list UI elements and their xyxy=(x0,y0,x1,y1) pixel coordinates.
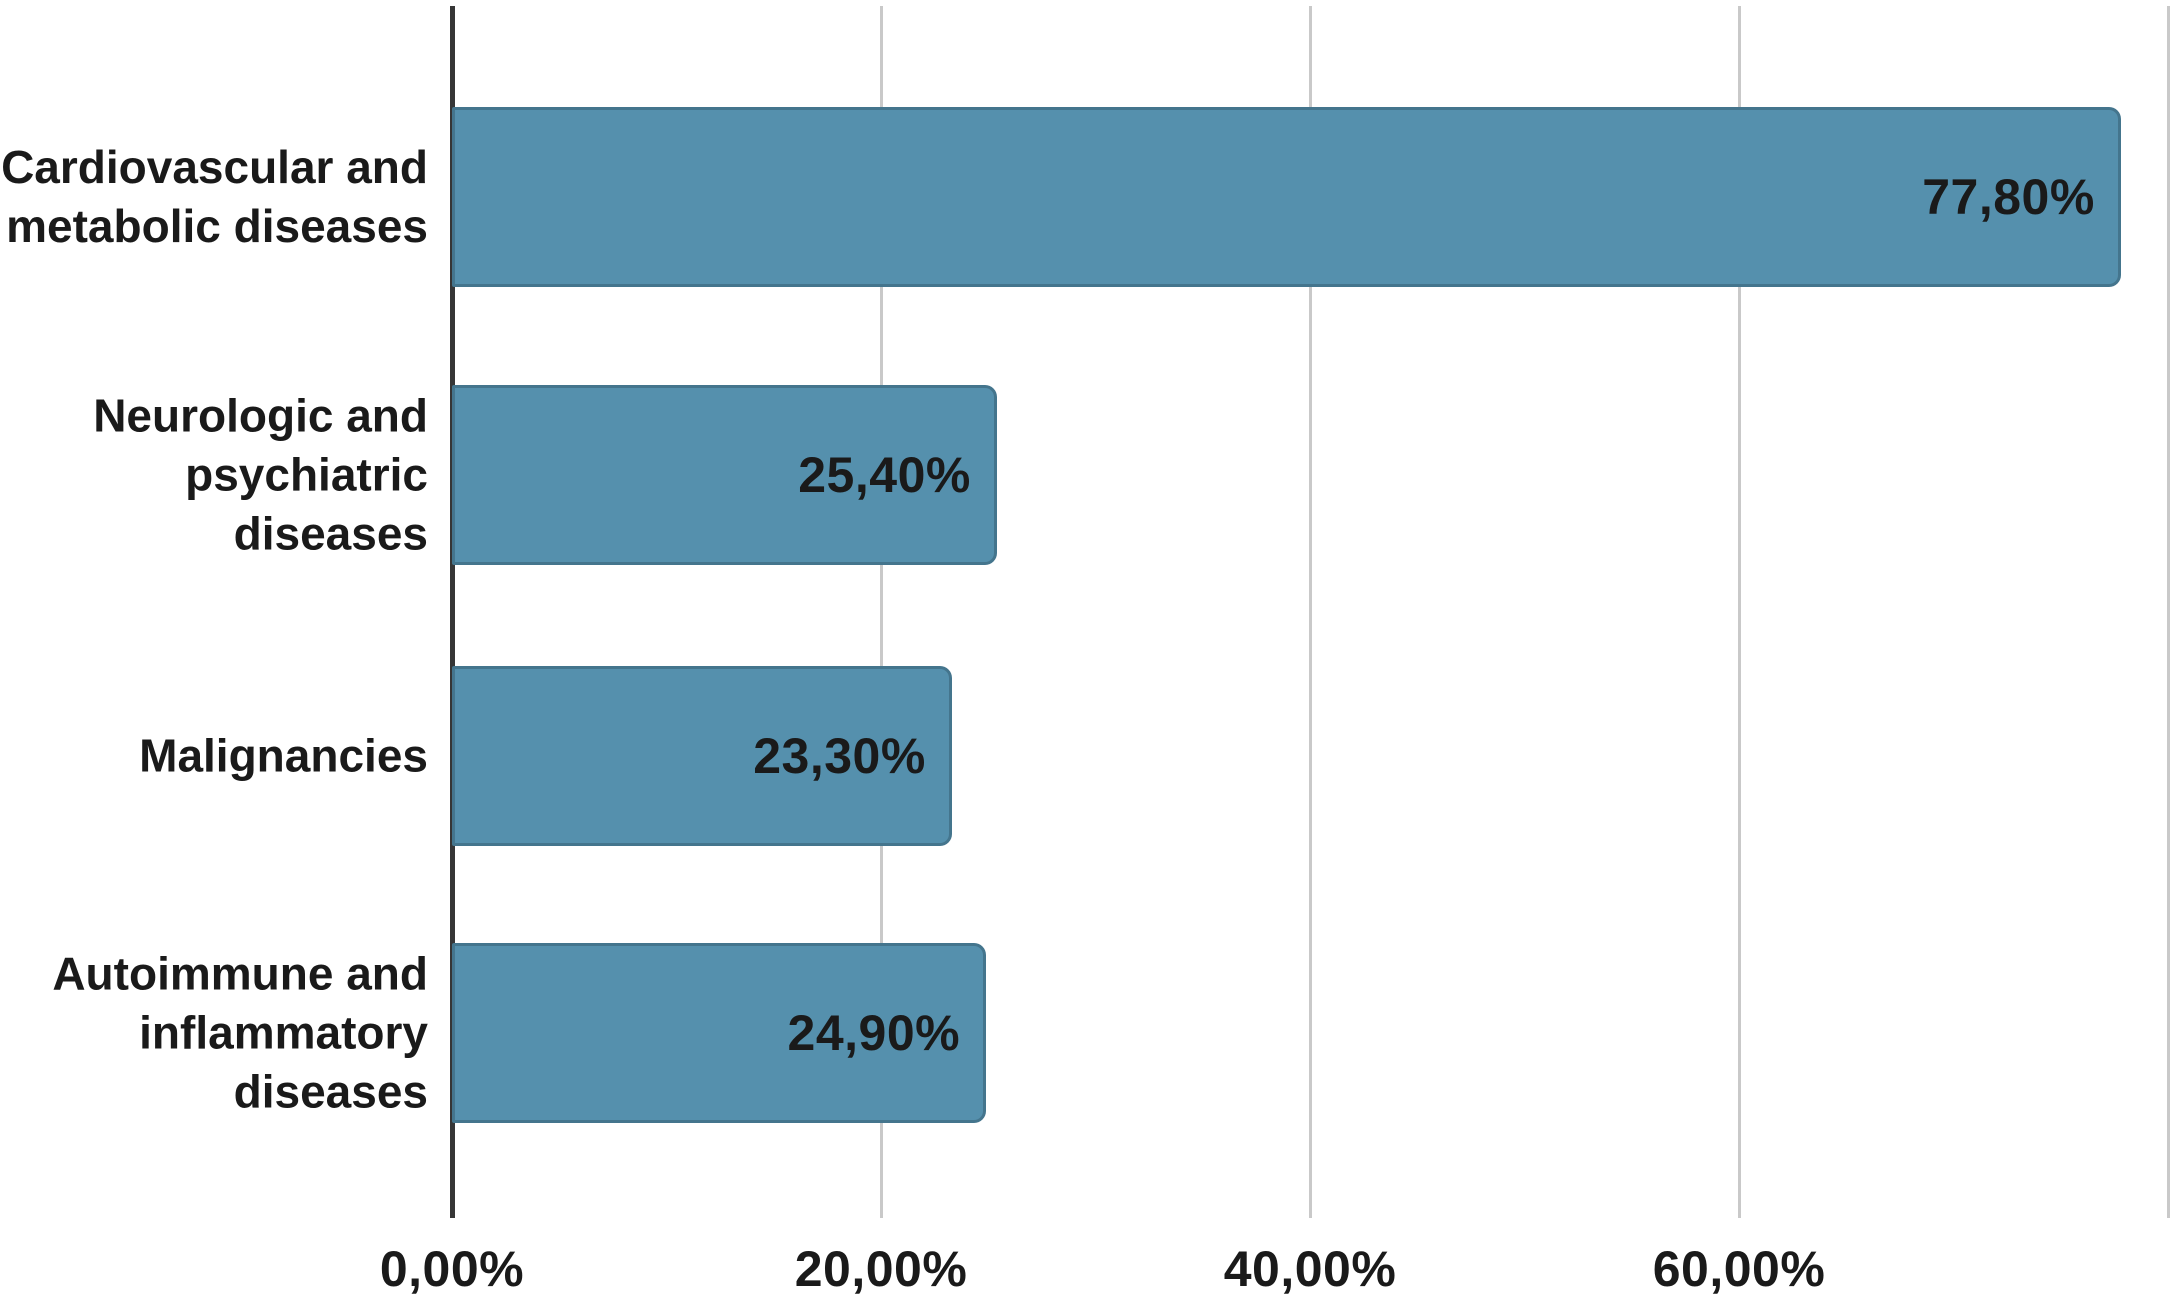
category-label-0: Cardiovascular and metabolic diseases xyxy=(1,141,428,252)
bar-2 xyxy=(452,666,952,846)
bar-1 xyxy=(452,385,997,565)
bar-0 xyxy=(452,107,2121,287)
bar-value-label-1: 25,40% xyxy=(798,447,971,503)
category-label-2: Malignancies xyxy=(139,729,428,782)
bar-value-label-0: 77,80% xyxy=(1922,169,2095,225)
gridline-80pct xyxy=(2166,6,2170,1218)
x-tick-label-20: 20,00% xyxy=(794,1241,968,1297)
bar-value-label-2: 23,30% xyxy=(753,728,926,784)
x-tick-label-0: 0,00% xyxy=(379,1241,525,1297)
gridline-20pct xyxy=(879,6,883,1218)
y-axis-zero-line xyxy=(449,6,455,1218)
gridline-60pct xyxy=(1737,6,1741,1218)
x-tick-label-40: 40,00% xyxy=(1223,1241,1397,1297)
category-label-3: Autoimmune and inflammatory diseases xyxy=(52,947,428,1118)
bar-value-label-3: 24,90% xyxy=(787,1005,961,1061)
gridline-40pct xyxy=(1308,6,1312,1218)
category-label-1: Neurologic and psychiatric diseases xyxy=(93,389,428,560)
x-tick-label-60: 60,00% xyxy=(1652,1241,1826,1297)
bar-3 xyxy=(452,943,987,1123)
